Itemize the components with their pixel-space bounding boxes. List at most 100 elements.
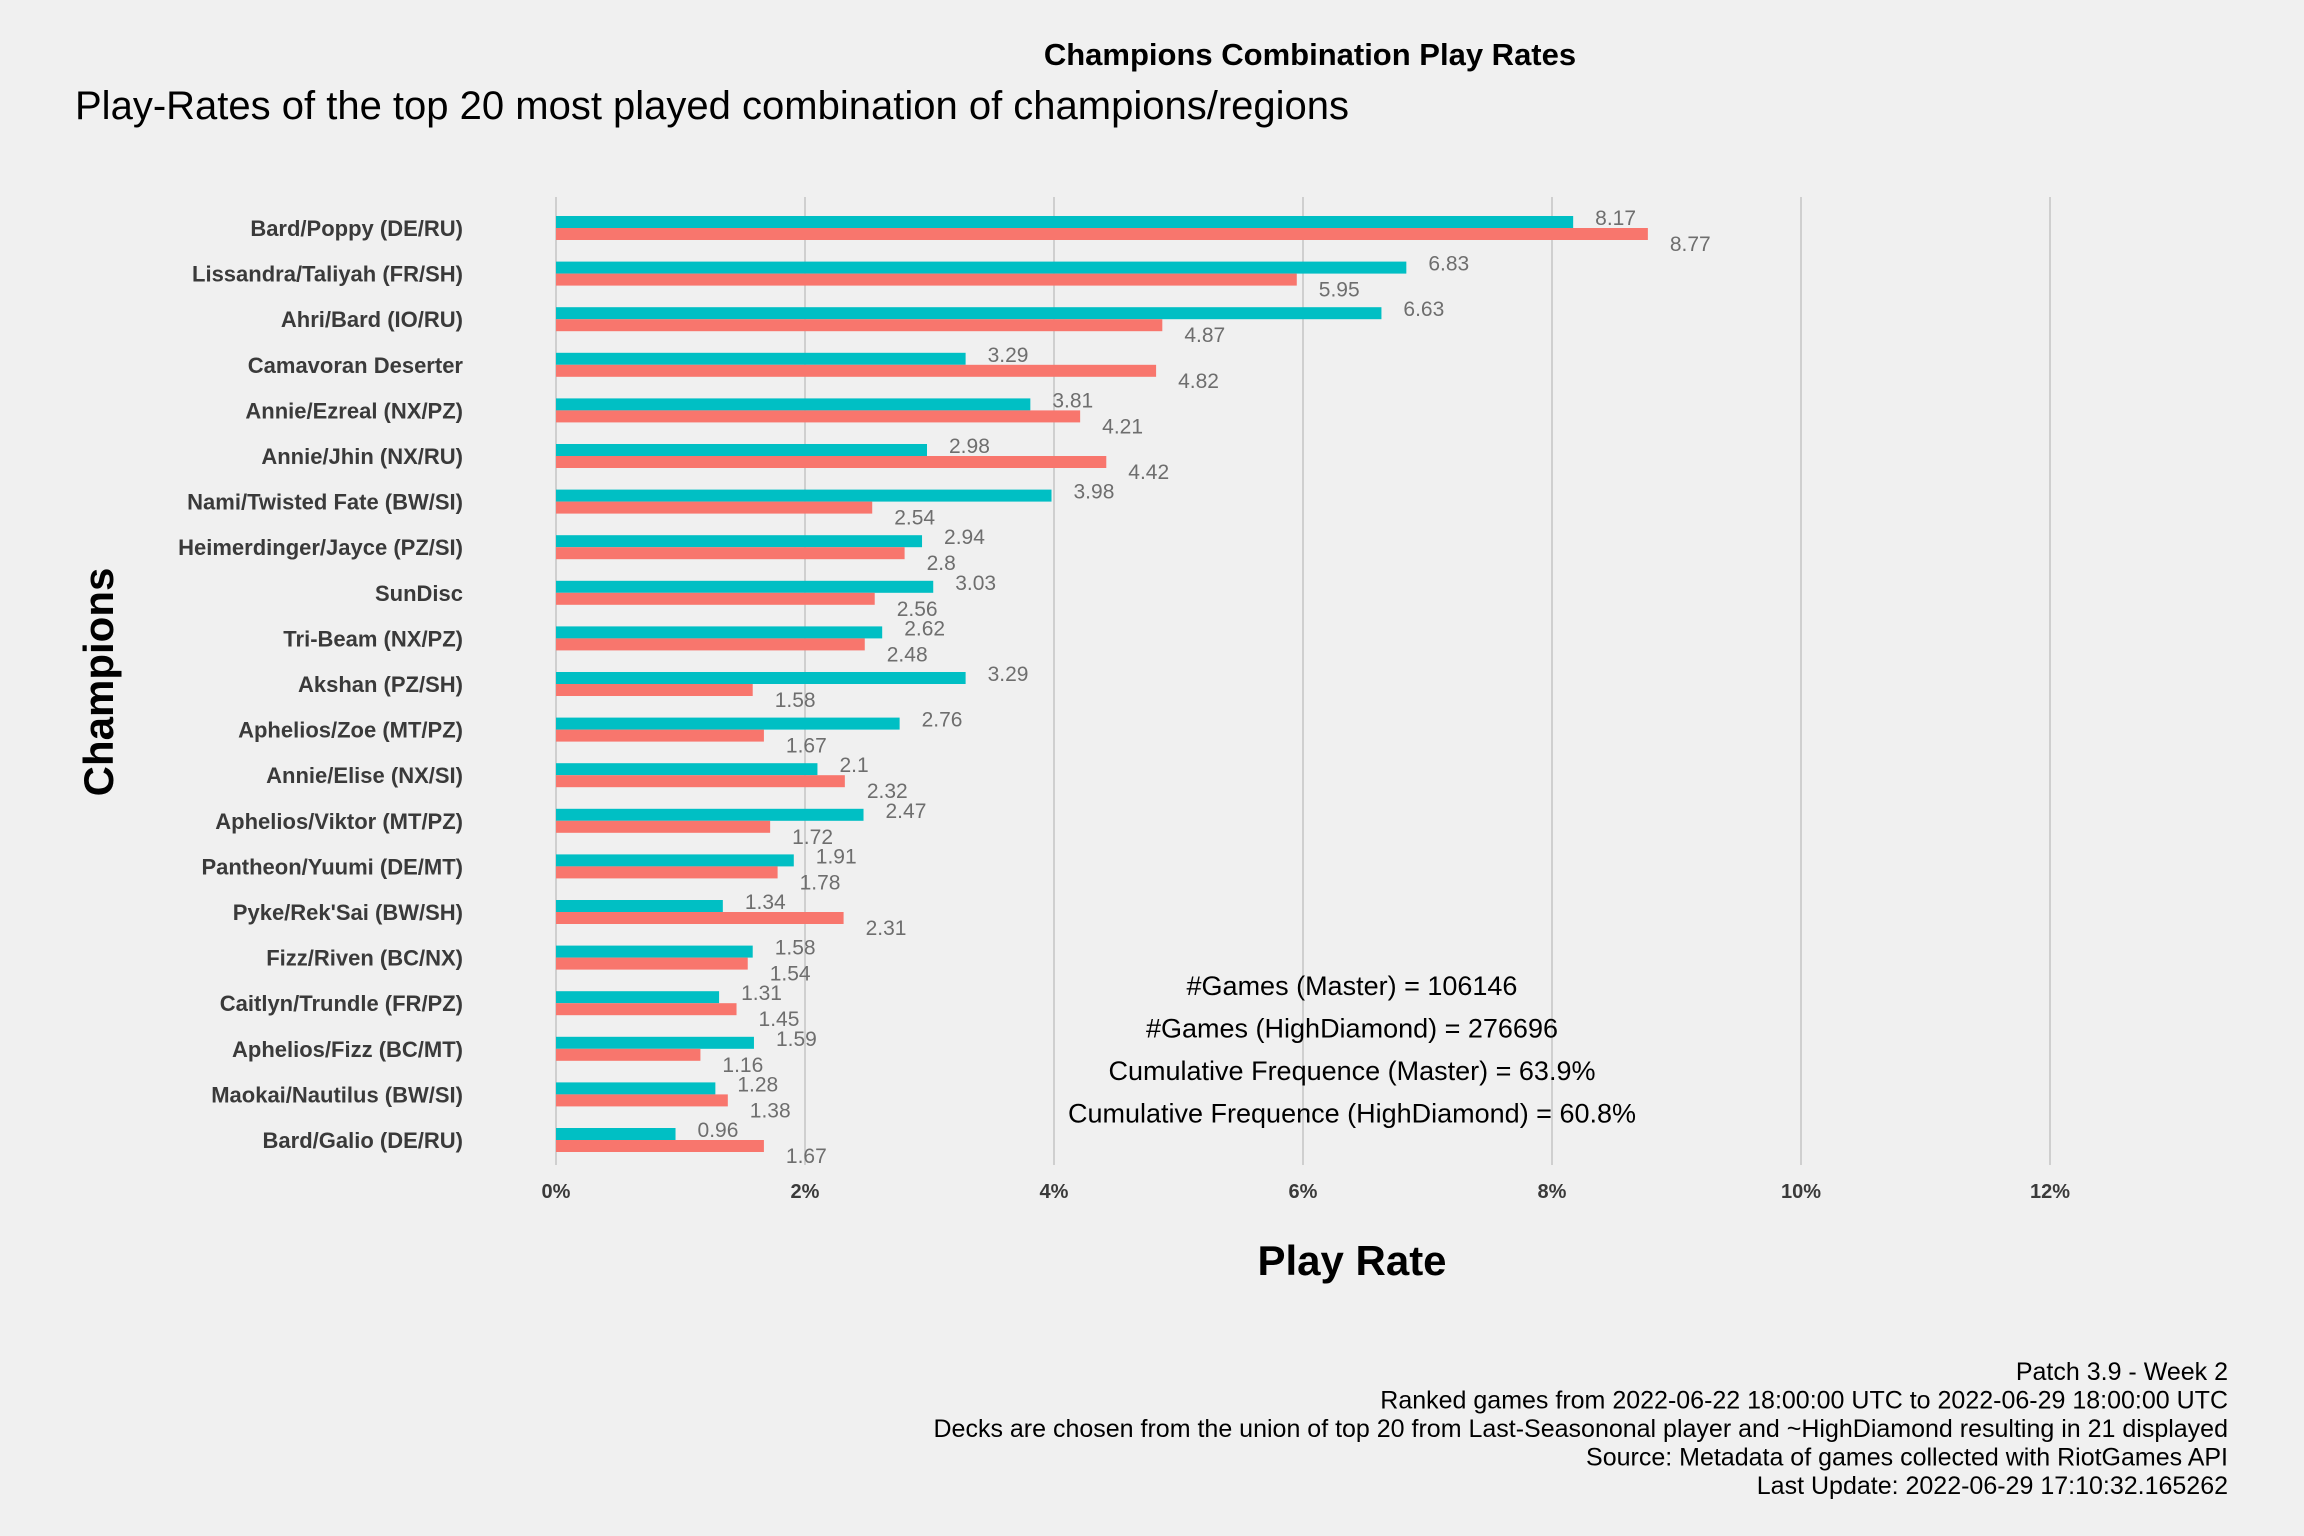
data-label: 1.34 [745,891,786,914]
bar [556,763,818,776]
x-tick-label: 10% [1781,1181,1821,1203]
x-tick-label: 12% [2030,1181,2070,1203]
category-label: Pyke/Rek'Sai (BW/SH) [233,900,463,925]
data-label: 1.67 [786,1145,827,1168]
category-label: Lissandra/Taliyah (FR/SH) [192,262,463,287]
x-axis-title: Play Rate [1257,1237,1446,1284]
data-label: 1.58 [775,937,816,960]
data-label: 2.31 [866,917,907,940]
bar [556,489,1052,502]
bar [556,626,883,639]
bar [556,1048,701,1061]
caption-line: Patch 3.9 - Week 2 [2016,1358,2228,1386]
bar [556,638,865,651]
chart-subtitle: Play-Rates of the top 20 most played com… [75,84,1349,128]
data-label: 8.77 [1670,233,1711,256]
category-label: Camavoran Deserter [248,353,464,378]
bar [556,945,753,958]
category-label: Fizz/Riven (BC/NX) [266,946,463,971]
data-label: 1.16 [722,1054,763,1077]
data-label: 2.62 [904,617,945,640]
annotation-line: Cumulative Frequence (Master) = 63.9% [1109,1056,1596,1086]
data-label: 2.54 [894,507,935,530]
data-label: 1.28 [737,1073,778,1096]
bar [556,398,1031,411]
data-label: 2.32 [867,780,908,803]
bar [556,684,753,696]
data-label: 1.91 [816,845,857,868]
x-tick-labels: 0% 2% 4% 6% 8% 10% 12% [542,1181,2071,1203]
category-label: Annie/Ezreal (NX/PZ) [245,398,463,423]
annotation-line: #Games (Master) = 106146 [1187,971,1518,1001]
data-label: 1.67 [786,735,827,758]
bars [556,216,1648,1152]
data-label: 1.59 [776,1028,817,1051]
data-label: 3.81 [1052,389,1093,412]
data-label: 1.72 [792,826,833,849]
category-label: Bard/Poppy (DE/RU) [250,216,463,241]
data-label: 2.98 [949,435,990,458]
bar [556,957,748,970]
caption-line: Source: Metadata of games collected with… [1586,1444,2228,1472]
value-labels: 8.17 8.77 6.83 5.95 6.63 4.87 3.29 4.82 3.81 4.21… [698,207,1711,1168]
bar [556,228,1648,240]
bar [556,307,1382,320]
data-label: 3.03 [955,572,996,595]
bar [556,775,845,788]
data-label: 1.58 [775,689,816,712]
data-label: 1.78 [800,871,841,894]
x-tick-label: 0% [542,1181,571,1203]
category-label: Bard/Galio (DE/RU) [263,1128,463,1153]
data-label: 3.29 [988,663,1029,686]
data-label: 1.38 [750,1099,791,1122]
category-label: Maokai/Nautilus (BW/SI) [211,1082,463,1107]
data-label: 2.8 [927,552,956,575]
bar [556,729,764,742]
bar [556,1036,754,1049]
bar [556,444,928,456]
bar [556,1140,764,1152]
data-label: 1.54 [770,963,811,986]
bar [556,1128,676,1140]
bar [556,820,771,833]
data-label: 0.96 [698,1119,739,1142]
category-label: Caitlyn/Trundle (FR/PZ) [220,991,463,1016]
data-label: 4.87 [1184,324,1225,347]
bar [556,1094,728,1107]
data-label: 1.31 [741,982,782,1005]
bar [556,319,1163,332]
category-label: Heimerdinger/Jayce (PZ/SI) [178,535,463,560]
bar [556,808,864,821]
bar [556,547,905,560]
bar [556,273,1297,286]
x-tick-label: 2% [791,1181,820,1203]
stats-annotation: #Games (Master) = 106146 #Games (HighDiam… [1068,971,1636,1129]
bar [556,866,778,879]
category-label: Tri-Beam (NX/PZ) [283,626,463,651]
bar [556,672,966,684]
data-label: 2.94 [944,526,985,549]
caption-line: Last Update: 2022-06-29 17:10:32.165262 [1757,1472,2228,1500]
data-label: 2.47 [886,800,927,823]
data-label: 2.1 [839,754,868,777]
category-label: Aphelios/Zoe (MT/PZ) [238,718,463,743]
data-label: 2.48 [887,643,928,666]
category-label: Ahri/Bard (IO/RU) [281,307,463,332]
bar [556,410,1081,423]
bar [556,592,875,605]
bar [556,535,923,548]
bar [556,261,1407,274]
data-label: 3.98 [1074,481,1115,504]
y-axis-title: Champions [75,568,122,797]
category-label: SunDisc [375,581,463,606]
category-label: Nami/Twisted Fate (BW/SI) [187,490,463,515]
bar [556,352,966,365]
data-label: 4.82 [1178,370,1219,393]
bar [556,900,723,912]
data-label: 6.63 [1403,298,1444,321]
data-label: 2.56 [897,598,938,621]
x-tick-label: 4% [1040,1181,1069,1203]
bar [556,1082,716,1095]
bar [556,717,900,730]
